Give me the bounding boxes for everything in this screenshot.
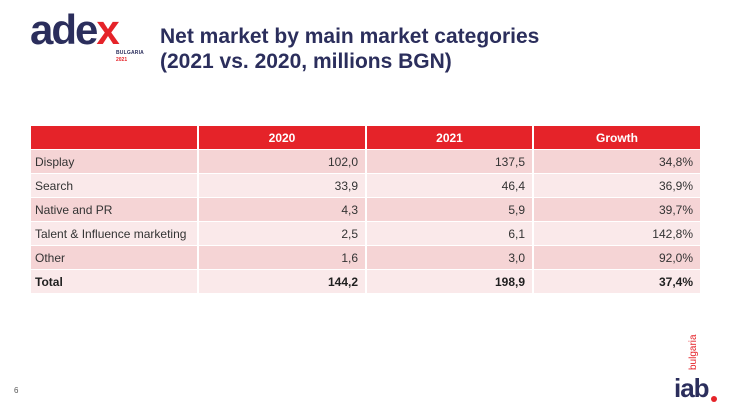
value-2020: 33,9: [197, 173, 366, 198]
row-label: Native and PR: [31, 197, 198, 222]
table-row: Display 102,0 137,5 34,8%: [31, 149, 700, 174]
market-table: 2020 2021 Growth Display 102,0 137,5 34,…: [31, 126, 700, 293]
slide-title: Net market by main market categories (20…: [160, 24, 539, 74]
header-category: [31, 126, 198, 150]
table-row: Talent & Influence marketing 2,5 6,1 142…: [31, 221, 700, 246]
value-2021: 5,9: [365, 197, 533, 222]
value-2021: 137,5: [365, 149, 533, 174]
value-growth: 142,8%: [532, 221, 700, 246]
header-2021: 2021: [365, 126, 533, 150]
table-row: Native and PR 4,3 5,9 39,7%: [31, 197, 700, 222]
value-growth: 37,4%: [532, 269, 700, 293]
adex-logo: adex BULGARIA 2021: [30, 6, 150, 70]
value-2020: 4,3: [197, 197, 366, 222]
header-2020: 2020: [197, 126, 366, 150]
value-2020: 144,2: [197, 269, 366, 293]
table-row: Search 33,9 46,4 36,9%: [31, 173, 700, 198]
row-label: Total: [31, 269, 198, 293]
value-2021: 198,9: [365, 269, 533, 293]
row-label: Search: [31, 173, 198, 198]
value-2021: 46,4: [365, 173, 533, 198]
adex-logo-year: 2021: [116, 57, 128, 63]
row-label: Talent & Influence marketing: [31, 221, 198, 246]
value-growth: 39,7%: [532, 197, 700, 222]
value-2020: 102,0: [197, 149, 366, 174]
table-row: Other 1,6 3,0 92,0%: [31, 245, 700, 270]
row-label: Other: [31, 245, 198, 270]
header-growth: Growth: [532, 126, 700, 150]
value-2021: 3,0: [365, 245, 533, 270]
adex-logo-accent: x: [96, 6, 119, 53]
slide-title-line2: (2021 vs. 2020, millions BGN): [160, 50, 452, 73]
adex-logo-word: adex: [30, 6, 120, 53]
table-total-row: Total 144,2 198,9 37,4%: [31, 269, 700, 293]
value-2020: 1,6: [197, 245, 366, 270]
value-2021: 6,1: [365, 221, 533, 246]
iab-logo-country: bulgaria: [688, 334, 699, 370]
iab-bulgaria-logo: bulgaria iab: [670, 334, 730, 404]
iab-logo-dot: [711, 396, 717, 402]
row-label: Display: [31, 149, 198, 174]
adex-logo-country: BULGARIA: [116, 50, 144, 56]
value-growth: 34,8%: [532, 149, 700, 174]
page-number: 6: [14, 386, 19, 395]
value-growth: 36,9%: [532, 173, 700, 198]
value-growth: 92,0%: [532, 245, 700, 270]
table-header-row: 2020 2021 Growth: [31, 126, 700, 150]
slide-title-line1: Net market by main market categories: [160, 25, 540, 48]
value-2020: 2,5: [197, 221, 366, 246]
iab-logo-word: iab: [674, 373, 710, 403]
